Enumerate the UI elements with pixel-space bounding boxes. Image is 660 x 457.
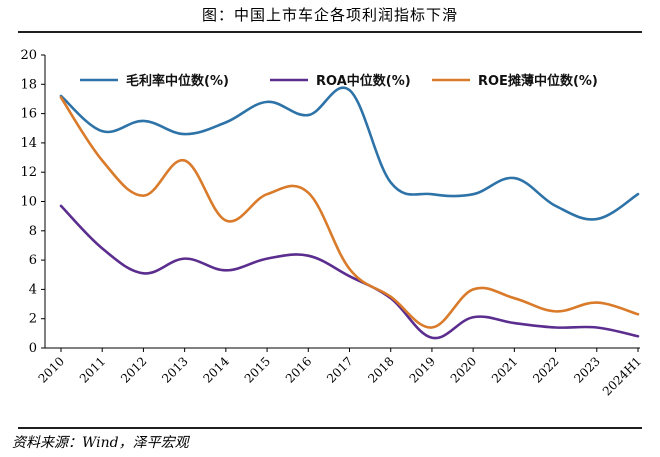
series-line-2 (59, 204, 640, 340)
y-tick-label: 14 (20, 136, 37, 151)
x-tick-label: 2023 (571, 354, 602, 385)
y-tick-label: 18 (20, 77, 37, 92)
x-tick-label: 2013 (159, 354, 190, 385)
x-tick-label: 2017 (324, 354, 355, 385)
legend-label: 毛利率中位数(%) (126, 73, 229, 89)
x-tick-label: 2015 (242, 354, 273, 385)
x-tick-label: 2020 (448, 354, 479, 385)
x-tick-label: 2010 (36, 354, 67, 385)
y-tick-label: 2 (29, 312, 37, 327)
y-tick-label: 6 (29, 253, 37, 268)
x-tick-label: 2021 (489, 354, 520, 385)
y-tick-label: 4 (29, 282, 37, 297)
x-tick-label: 2024H1 (600, 354, 644, 398)
series-line-3 (59, 96, 640, 329)
title-divider (18, 31, 642, 33)
y-tick-label: 10 (20, 195, 37, 210)
legend-label: ROA中位数(%) (316, 73, 411, 89)
line-chart: 0 2 4 6 8 10 12 14 16 18 20 2010 2011 2012 2013 2014 201… (20, 48, 644, 399)
x-tick-label: 2022 (530, 354, 561, 385)
chart-title: 图：中国上市车企各项利润指标下滑 (201, 6, 458, 24)
source-note: 资料来源：Wind，泽平宏观 (12, 435, 189, 451)
y-tick-label: 20 (20, 48, 37, 63)
legend: 毛利率中位数(%) ROA中位数(%) ROE摊薄中位数(%) (80, 73, 598, 89)
x-tick-label: 2016 (283, 354, 314, 385)
y-tick-label: 8 (29, 224, 37, 239)
footer-divider (18, 427, 642, 429)
axes: 0 2 4 6 8 10 12 14 16 18 20 2010 2011 2012 2013 2014 201… (20, 48, 644, 399)
y-tick-label: 12 (20, 165, 37, 180)
y-tick-label: 0 (29, 341, 37, 356)
x-tick-label: 2014 (200, 354, 232, 386)
x-tick-label: 2012 (118, 354, 149, 385)
y-tick-label: 16 (20, 107, 37, 122)
x-tick-label: 2011 (77, 354, 108, 385)
legend-label: ROE摊薄中位数(%) (478, 73, 598, 89)
x-tick-label: 2019 (407, 354, 438, 385)
series-lines (59, 86, 640, 340)
series-line-1 (59, 86, 640, 221)
x-tick-label: 2018 (365, 354, 396, 385)
